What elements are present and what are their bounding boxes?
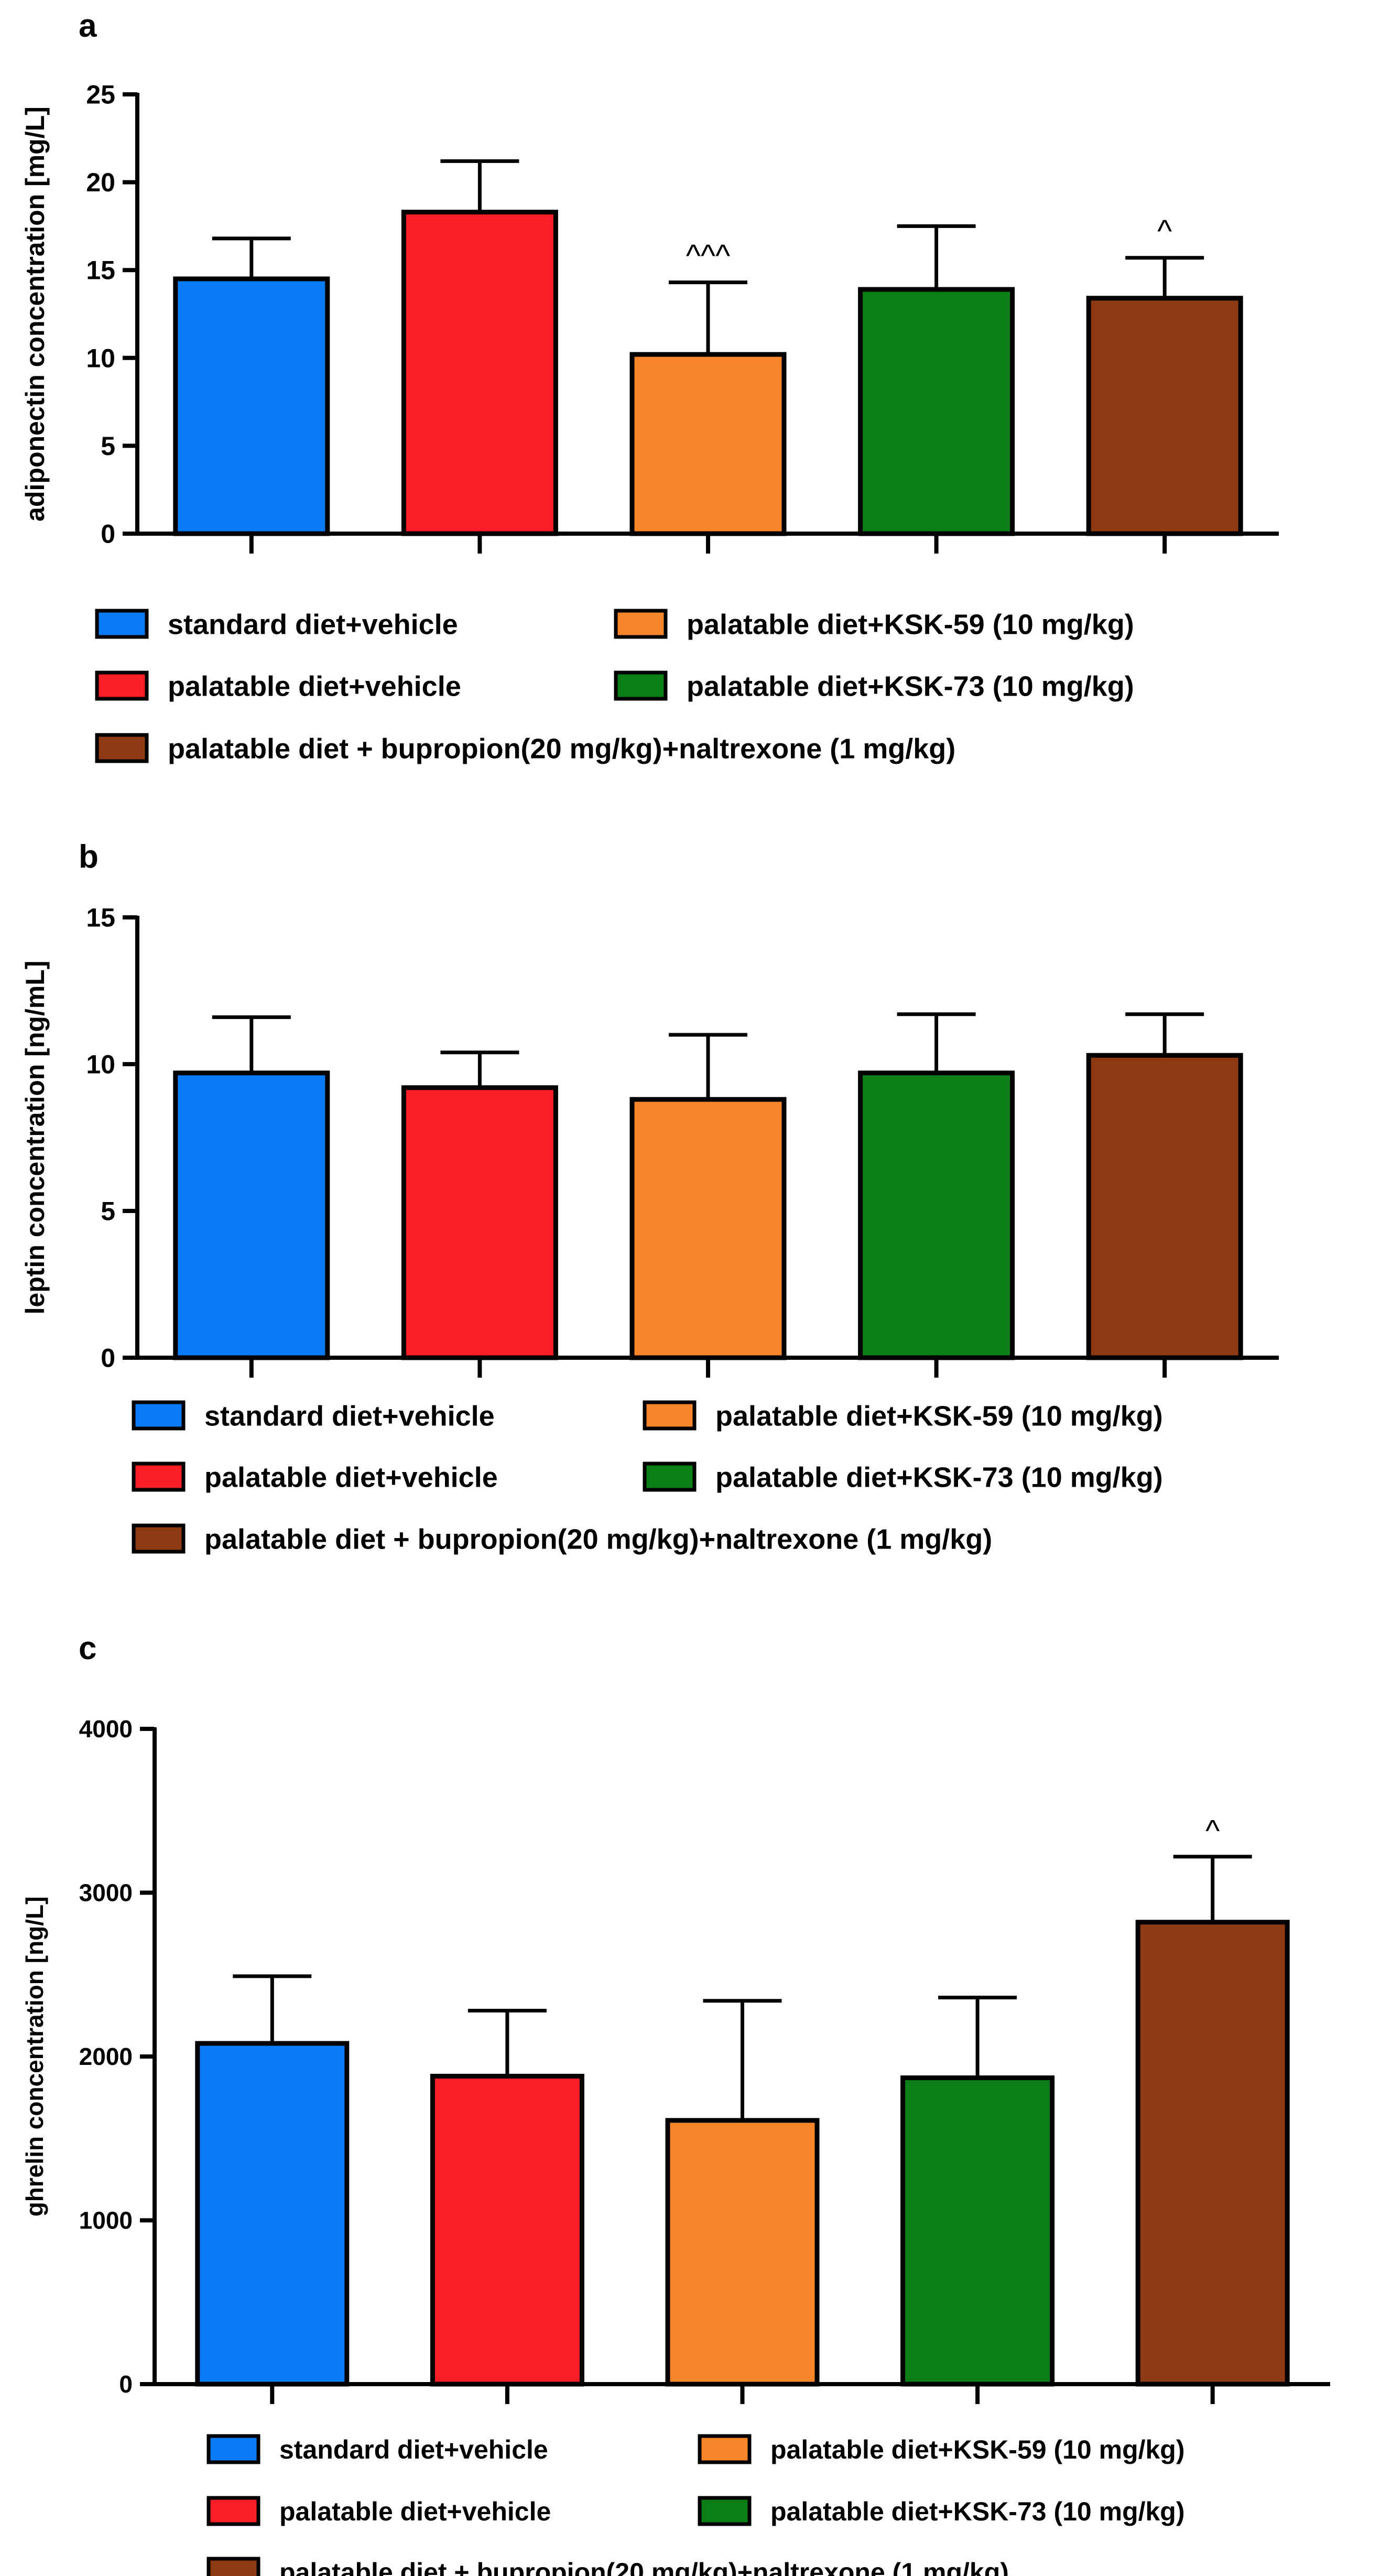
y-tick-label: 20 (86, 168, 115, 197)
chart-panel-a: a 0 5 10 15 20 25 adiponectin concentration [mg… (20, 8, 1279, 764)
y-tick-label: 5 (101, 431, 115, 461)
legend-swatch-pal_ksk73 (614, 670, 668, 701)
bar-pal_bup_nal (1086, 296, 1243, 536)
y-tick-label: 1000 (79, 2207, 133, 2234)
bar-pal_ksk59 (629, 352, 787, 536)
legend-label: standard diet+vehicle (279, 2435, 548, 2464)
legend-swatch-pal_bup_nal (132, 1523, 186, 1554)
y-tick-label: 2000 (79, 2043, 133, 2070)
panel-letter: c (79, 1630, 96, 1666)
legend-swatch-std_vehicle (206, 2434, 260, 2464)
bar-pal_ksk73 (858, 287, 1015, 536)
legend-label: palatable diet+KSK-59 (10 mg/kg) (715, 1400, 1163, 1432)
y-tick-label: 0 (101, 1344, 115, 1373)
legend-swatch-pal_ksk59 (643, 1400, 697, 1431)
significance-annotation: ^ (1205, 1814, 1220, 1848)
chart-panel-c: c 0 1000 2000 3000 4000 ghrelin concentration … (21, 1630, 1330, 2576)
legend-swatch-pal_ksk73 (698, 2496, 752, 2526)
legend-swatch-pal_bup_nal (95, 733, 149, 763)
bar-std_vehicle (173, 1070, 330, 1360)
legend-swatch-pal_ksk59 (614, 609, 668, 639)
legend-label: palatable diet + bupropion(20 mg/kg)+nal… (204, 1523, 992, 1555)
legend-label: palatable diet+KSK-73 (10 mg/kg) (687, 670, 1134, 702)
legend-swatch-pal_vehicle (132, 1462, 186, 1492)
legend-swatch-pal_ksk59 (698, 2434, 752, 2464)
bar-std_vehicle (173, 276, 330, 536)
bar-pal_ksk59 (665, 2118, 820, 2387)
legend-label: palatable diet+KSK-59 (10 mg/kg) (770, 2435, 1185, 2464)
significance-annotation: ^^^ (686, 239, 730, 274)
legend-swatch-pal_vehicle (95, 670, 149, 701)
y-tick-label: 3000 (79, 1879, 133, 1907)
legend-label: palatable diet+KSK-73 (10 mg/kg) (770, 2497, 1185, 2526)
legend: standard diet+vehicle palatable diet+KSK-… (132, 1400, 1163, 1555)
bar-pal_ksk73 (900, 2075, 1055, 2387)
legend-label: palatable diet+KSK-59 (10 mg/kg) (687, 609, 1134, 640)
legend: standard diet+vehicle palatable diet+KSK-… (206, 2434, 1185, 2576)
y-tick-label: 15 (86, 903, 115, 933)
legend-label: standard diet+vehicle (204, 1400, 495, 1432)
y-tick-label: 0 (119, 2371, 133, 2398)
legend-label: palatable diet + bupropion(20 mg/kg)+nal… (279, 2558, 1009, 2576)
y-tick-label: 5 (101, 1197, 115, 1226)
legend-swatch-pal_vehicle (206, 2496, 260, 2526)
legend-label: palatable diet + bupropion(20 mg/kg)+nal… (168, 733, 955, 764)
bar-pal_bup_nal (1086, 1053, 1243, 1360)
panel-letter: a (79, 8, 97, 44)
y-axis-title: adiponectin concentration [mg/L] (20, 106, 50, 522)
bar-pal_vehicle (430, 2074, 584, 2387)
legend-label: palatable diet+vehicle (279, 2497, 551, 2526)
panel-letter: b (79, 839, 99, 875)
bar-pal_bup_nal (1135, 1920, 1290, 2387)
y-tick-label: 15 (86, 256, 115, 285)
legend-label: palatable diet+vehicle (168, 670, 461, 702)
bar-pal_ksk59 (629, 1097, 787, 1360)
bar-std_vehicle (195, 2041, 350, 2387)
legend-swatch-std_vehicle (132, 1400, 186, 1431)
bar-pal_ksk73 (858, 1070, 1015, 1360)
y-axis-title: leptin concentration [ng/mL] (20, 961, 50, 1315)
legend-label: palatable diet+vehicle (204, 1462, 498, 1493)
significance-annotation: ^ (1157, 214, 1172, 249)
legend-label: palatable diet+KSK-73 (10 mg/kg) (715, 1462, 1163, 1493)
y-tick-label: 0 (101, 519, 115, 549)
legend-label: standard diet+vehicle (168, 609, 458, 640)
y-axis-title: ghrelin concentration [ng/L] (21, 1897, 48, 2217)
legend-swatch-pal_ksk73 (643, 1462, 697, 1492)
chart-panel-b: b 0 5 10 15 leptin concentration [ng/mL] stand… (20, 839, 1279, 1555)
y-tick-label: 25 (86, 80, 115, 110)
bar-pal_vehicle (401, 210, 558, 536)
y-tick-label: 10 (86, 343, 115, 373)
legend-swatch-pal_bup_nal (206, 2557, 260, 2576)
legend-swatch-std_vehicle (95, 609, 149, 639)
y-tick-label: 4000 (79, 1715, 133, 1742)
bar-pal_vehicle (401, 1085, 558, 1360)
legend: standard diet+vehicle palatable diet+KSK-… (95, 609, 1134, 764)
y-tick-label: 10 (86, 1050, 115, 1079)
